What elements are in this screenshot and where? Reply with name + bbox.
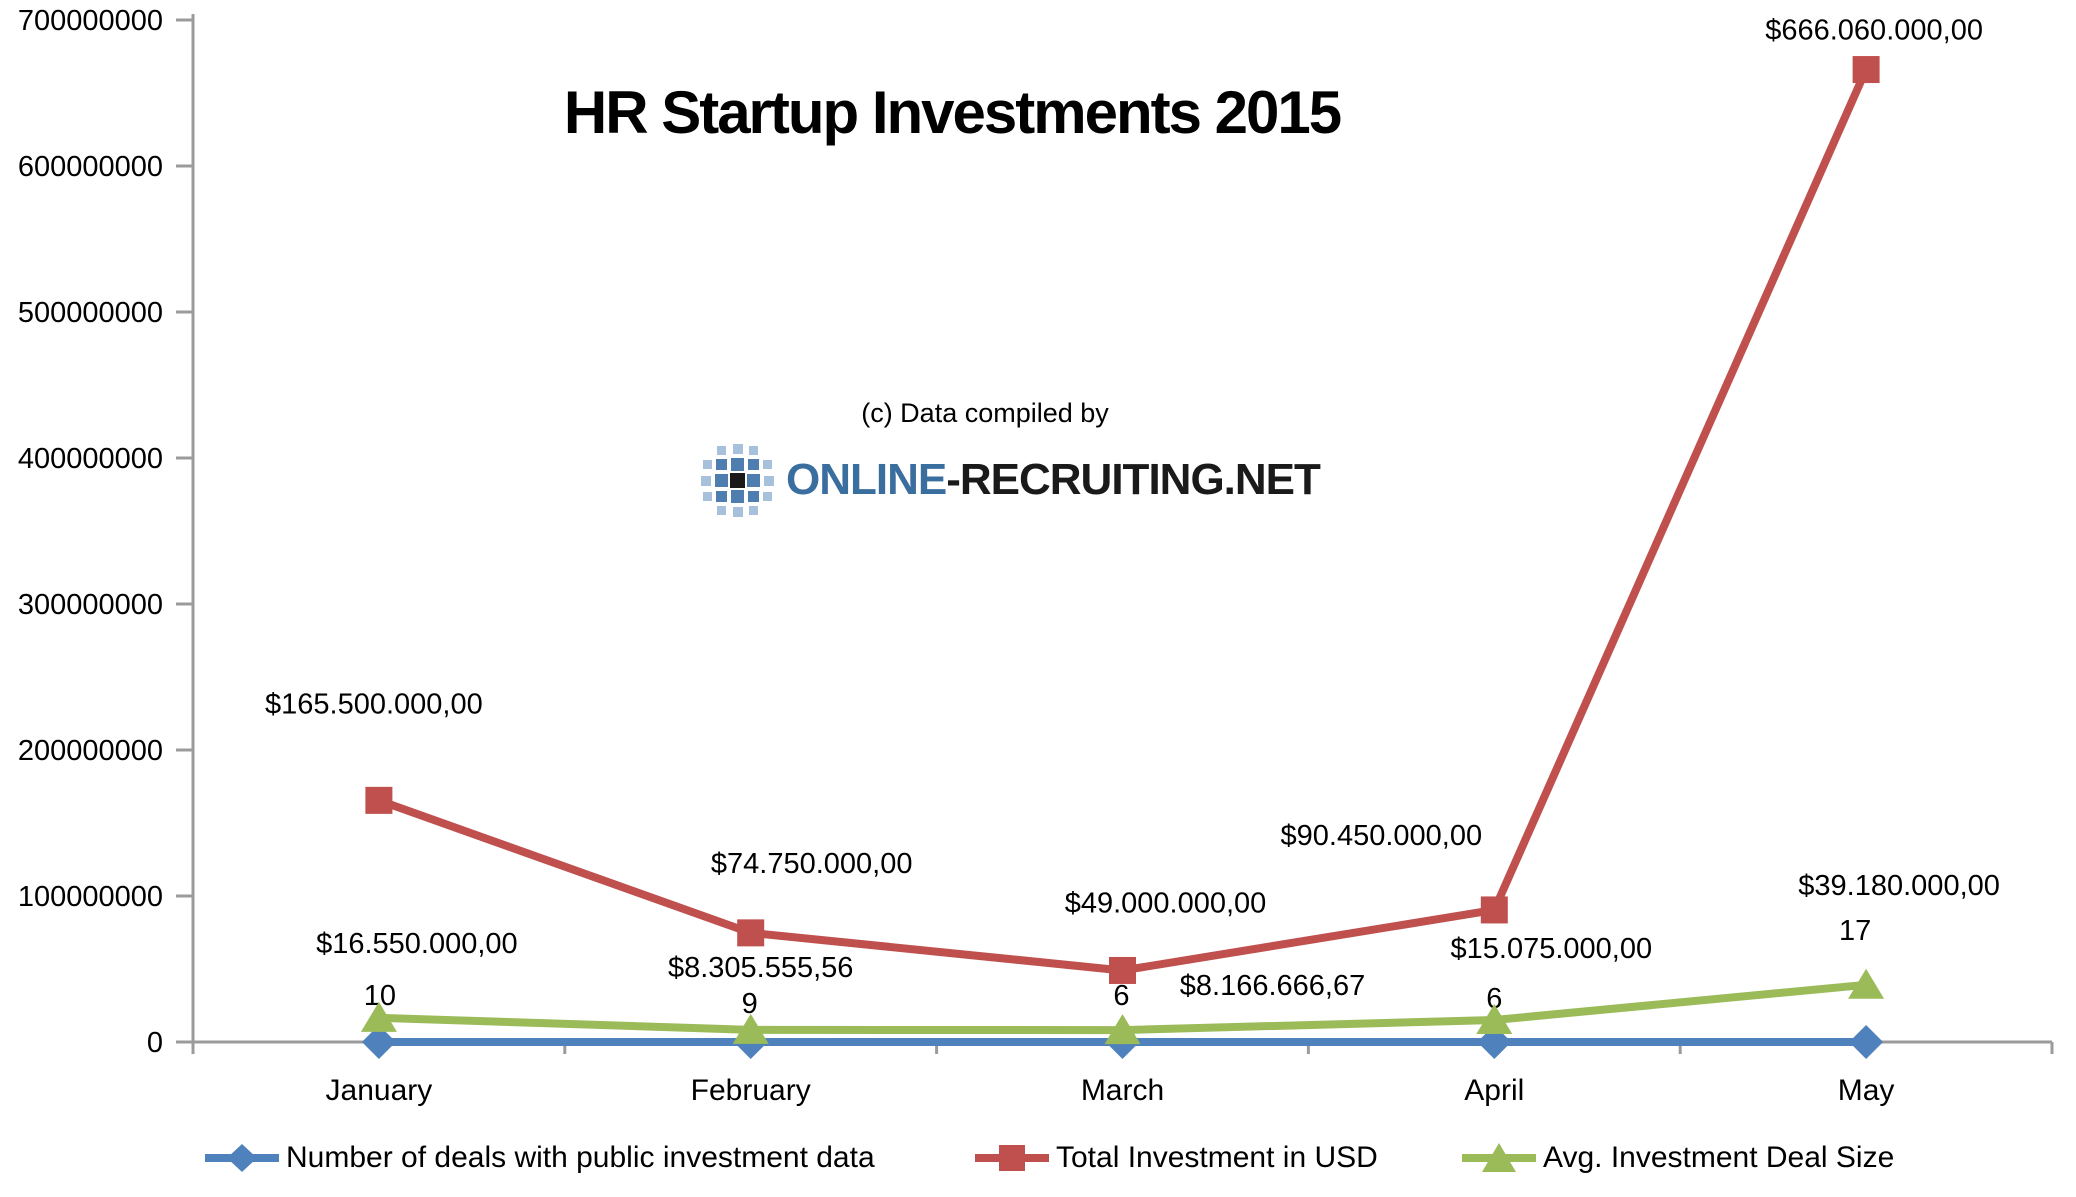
data-label-total-investment-in-usd-may: $666.060.000,00 [1765, 15, 1983, 47]
y-tick-label-300000000: 300000000 [18, 589, 163, 621]
legend-label-total: Total Investment in USD [1056, 1141, 1378, 1174]
data-label-number-of-deals-with-public-investment-data-february: 9 [742, 988, 758, 1020]
brand-recruiting-text: -RECRUITING.NET [946, 455, 1321, 504]
marker-total-investment-in-usd-may [1852, 56, 1880, 84]
data-label-total-investment-in-usd-february: $74.750.000,00 [711, 848, 913, 880]
data-label-total-investment-in-usd-april: $90.450.000,00 [1281, 820, 1483, 852]
marker-total-investment-in-usd-february [737, 919, 765, 947]
y-tick-label-400000000: 400000000 [18, 443, 163, 475]
category-label-may: May [1838, 1074, 1895, 1107]
marker-avg-investment-deal-size-march [1104, 1014, 1141, 1045]
legend-item-total-investment: Total Investment in USD [975, 1140, 1378, 1176]
y-tick-label-100000000: 100000000 [18, 881, 163, 913]
online-recruiting-logo-icon [701, 444, 774, 517]
data-label-total-investment-in-usd-january: $165.500.000,00 [265, 688, 483, 720]
legend-label-deals: Number of deals with public investment d… [286, 1141, 875, 1174]
data-label-avg-investment-deal-size-april: $15.075.000,00 [1451, 933, 1653, 965]
y-tick-label-0: 0 [147, 1027, 163, 1059]
watermark-credit: (c) Data compiled by [861, 398, 1109, 428]
data-label-avg-investment-deal-size-february: $8.305.555,56 [668, 952, 853, 984]
brand-online-text: ONLINE [786, 455, 947, 504]
legend-marker-deals-icon [205, 1144, 279, 1172]
category-label-january: January [326, 1074, 433, 1107]
marker-avg-investment-deal-size-january [360, 1001, 397, 1032]
legend-item-deals: Number of deals with public investment d… [205, 1140, 875, 1176]
y-tick-label-200000000: 200000000 [18, 735, 163, 767]
marker-total-investment-in-usd-march [1109, 956, 1136, 984]
series-line-total-investment-in-usd [374, 65, 1871, 975]
watermark-brand: ONLINE-RECRUITING.NET [698, 440, 1321, 520]
y-tick-label-500000000: 500000000 [18, 297, 163, 329]
category-label-february: February [691, 1074, 811, 1107]
marker-total-investment-in-usd-april [1480, 896, 1508, 924]
y-tick-label-600000000: 600000000 [18, 151, 163, 183]
legend-marker-total-icon [975, 1145, 1049, 1171]
data-label-avg-investment-deal-size-may: $39.180.000,00 [1798, 870, 2000, 902]
chart-title: HR Startup Investments 2015 [563, 79, 1342, 146]
data-label-number-of-deals-with-public-investment-data-may: 17 [1839, 915, 1871, 947]
y-tick-label-700000000: 700000000 [18, 5, 163, 37]
data-label-avg-investment-deal-size-january: $16.550.000,00 [316, 928, 518, 960]
data-label-avg-investment-deal-size-march: $8.166.666,67 [1180, 970, 1365, 1002]
legend-label-avg: Avg. Investment Deal Size [1543, 1141, 1895, 1174]
marker-avg-investment-deal-size-may [1848, 968, 1885, 999]
legend-marker-avg-icon [1462, 1143, 1536, 1172]
watermark-brand-text: ONLINE-RECRUITING.NET [786, 455, 1321, 505]
data-label-number-of-deals-with-public-investment-data-april: 6 [1486, 983, 1502, 1015]
category-label-april: April [1464, 1074, 1524, 1107]
marker-number-of-deals-with-public-investment-data-january [361, 1025, 396, 1059]
legend-item-avg-deal-size: Avg. Investment Deal Size [1462, 1140, 1894, 1176]
data-label-number-of-deals-with-public-investment-data-march: 6 [1113, 980, 1129, 1012]
marker-avg-investment-deal-size-april [1476, 1003, 1513, 1034]
marker-avg-investment-deal-size-february [732, 1013, 769, 1044]
data-label-total-investment-in-usd-march: $49.000.000,00 [1065, 887, 1267, 919]
marker-total-investment-in-usd-january [365, 786, 393, 814]
category-label-march: March [1081, 1074, 1164, 1107]
marker-number-of-deals-with-public-investment-data-may [1849, 1025, 1884, 1059]
